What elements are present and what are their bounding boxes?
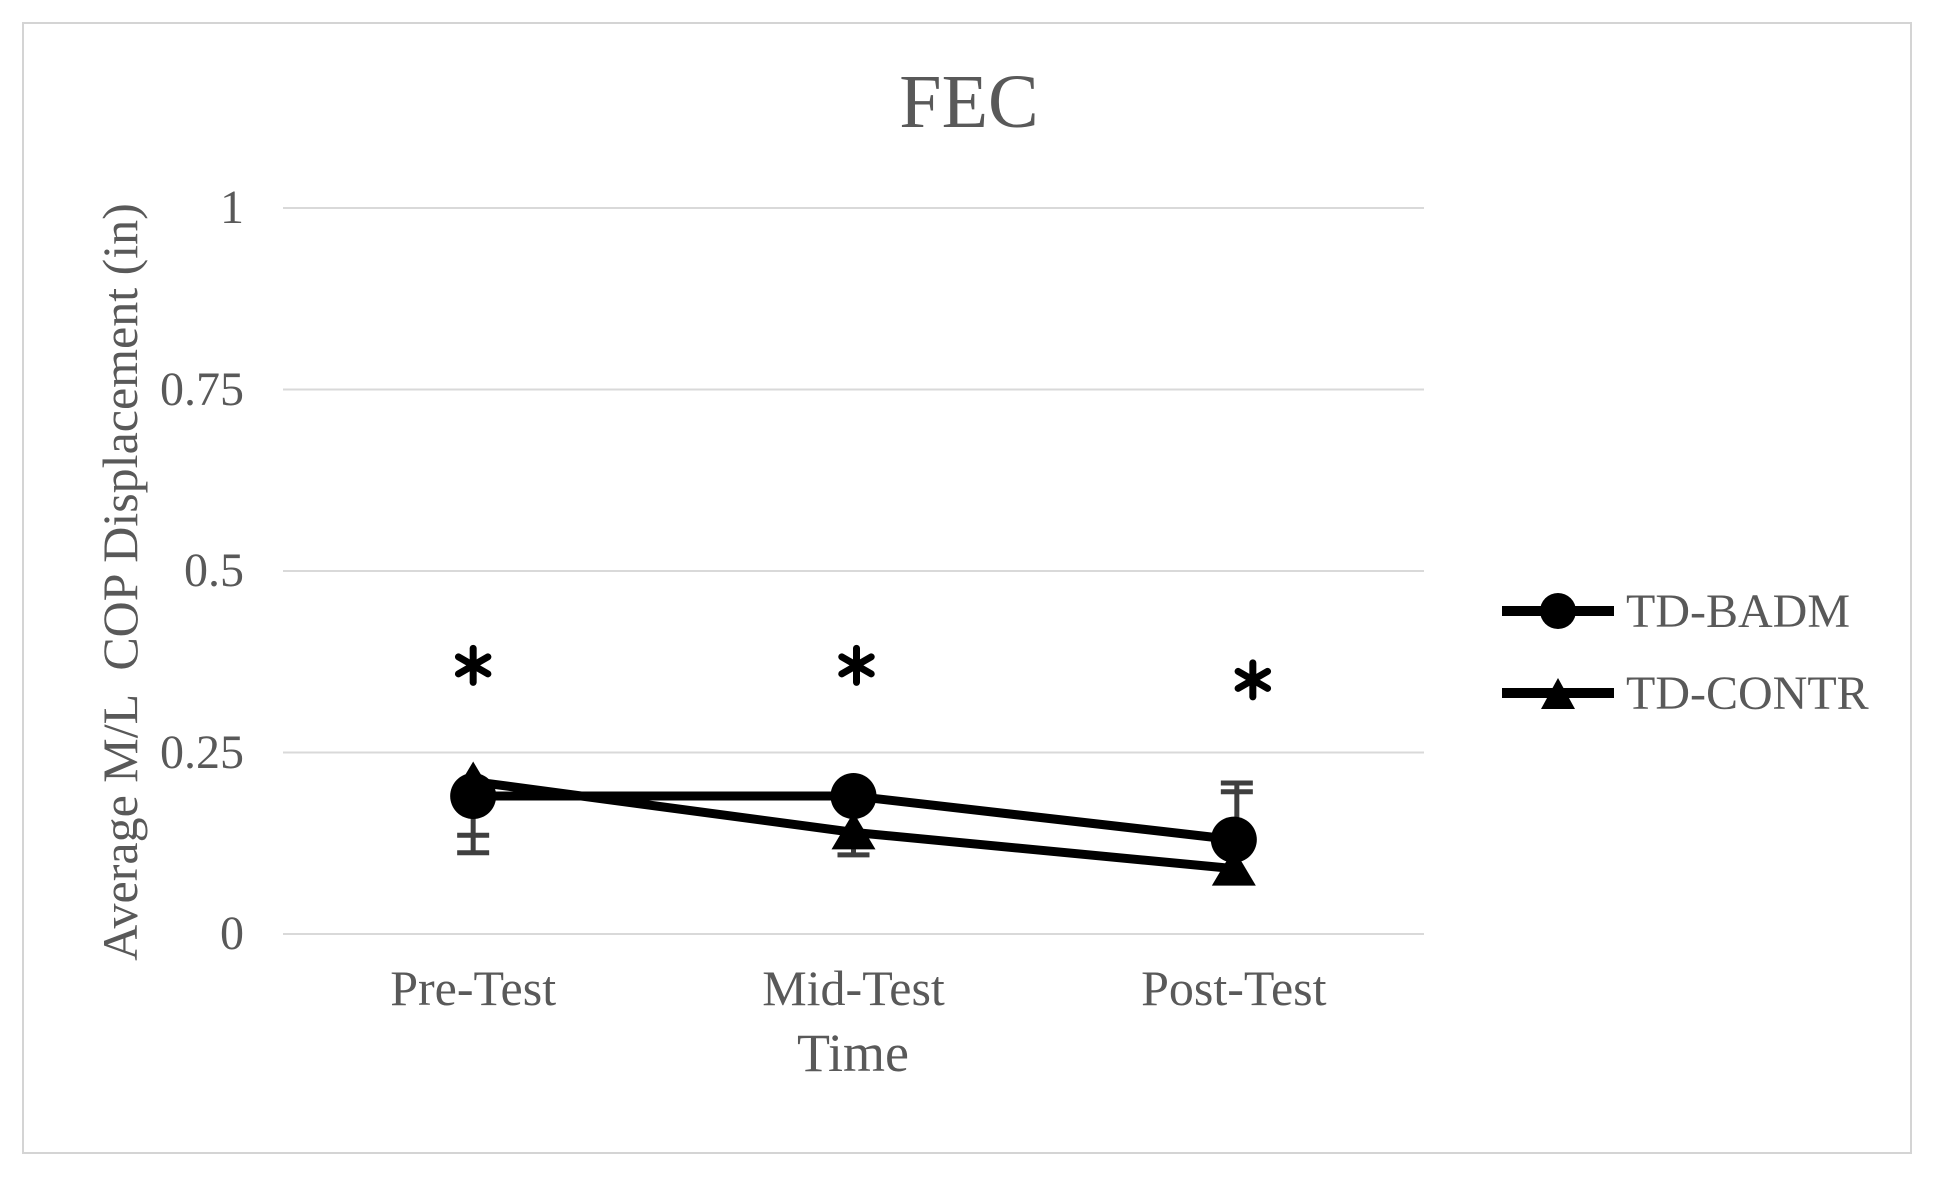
legend-label: TD-CONTR (1626, 666, 1869, 720)
marker-circle-td-badm (830, 773, 877, 820)
marker-triangle-td-contr (1211, 848, 1256, 886)
y-tick-label: 0.75 (160, 362, 244, 416)
y-tick-label: 0.25 (160, 725, 244, 779)
x-axis-title: Time (796, 1023, 910, 1083)
significance-asterisk (1234, 667, 1272, 692)
y-tick-label: 1 (220, 181, 244, 234)
triangle-icon (1502, 678, 1614, 709)
figure-border (22, 22, 1912, 1154)
x-category-label: Pre-Test (390, 960, 557, 1016)
marker-triangle-td-contr (451, 761, 496, 799)
significance-asterisk (838, 653, 875, 678)
marker-triangle-td-contr (831, 812, 876, 850)
chart-title: FEC (899, 60, 1039, 144)
legend: TD-BADM TD-CONTR (1500, 570, 1869, 734)
y-tick-label: 0.5 (184, 544, 244, 597)
legend-item: TD-BADM (1500, 570, 1869, 652)
x-category-label: Post-Test (1141, 960, 1327, 1016)
circle-icon (1502, 593, 1614, 629)
x-category-label: Mid-Test (762, 960, 945, 1016)
y-tick-label: 0 (220, 907, 244, 960)
marker-circle-td-badm (1210, 816, 1257, 863)
legend-item: TD-CONTR (1500, 652, 1869, 734)
legend-label: TD-BADM (1626, 584, 1850, 638)
significance-asterisk (454, 653, 492, 678)
